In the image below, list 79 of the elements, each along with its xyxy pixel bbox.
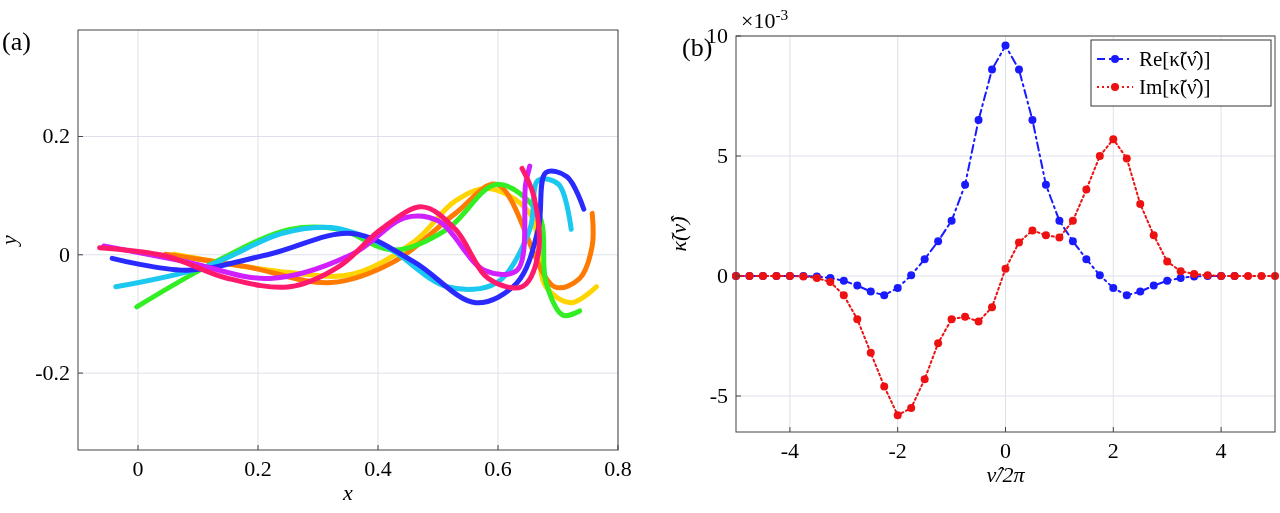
point <box>1136 287 1145 296</box>
point <box>934 237 943 246</box>
point <box>866 287 875 296</box>
point <box>907 271 916 280</box>
x-tick-label: 2 <box>1107 438 1119 463</box>
y-tick-label: 0 <box>717 263 728 288</box>
chart-title: (a) <box>2 27 31 56</box>
legend-label: Re[κ̃(ν̂)] <box>1139 47 1211 71</box>
legend-label: Im[κ̃(ν̂)] <box>1139 75 1211 99</box>
point <box>1122 154 1131 163</box>
y-axis-title: κ̃(ν̂) <box>666 214 691 252</box>
x-tick-label: 0.4 <box>364 456 392 481</box>
point <box>1176 273 1185 282</box>
y-axis-title: y <box>0 234 21 247</box>
point <box>1028 226 1037 235</box>
point <box>1244 272 1253 280</box>
x-tick-label: -4 <box>780 438 800 463</box>
point <box>1028 116 1037 124</box>
point <box>853 281 862 290</box>
point <box>826 278 835 286</box>
y-tick-label: 5 <box>717 143 728 168</box>
text: ×10$^{-3}$ <box>741 5 789 33</box>
point <box>961 180 970 189</box>
x-tick-label: 0.2 <box>244 456 272 481</box>
point <box>1109 135 1118 144</box>
point <box>1068 237 1077 246</box>
x-axis-title: ν̂/2π <box>986 462 1026 487</box>
point <box>947 216 956 225</box>
point <box>1001 41 1010 50</box>
point <box>1257 272 1266 280</box>
point <box>1163 257 1172 266</box>
point <box>1055 216 1064 225</box>
point <box>1082 255 1091 264</box>
point <box>1149 281 1158 290</box>
point <box>947 315 956 324</box>
point <box>1109 284 1118 292</box>
y-tick-label: 0.2 <box>42 123 70 149</box>
point <box>974 317 983 326</box>
point <box>1041 231 1050 240</box>
x-tick-label: 0 <box>1000 438 1011 463</box>
point <box>1001 264 1010 273</box>
point <box>880 291 889 300</box>
y-tick-label: 0 <box>59 241 70 267</box>
point <box>988 65 997 74</box>
point <box>1149 231 1158 240</box>
y-tick-label: -5 <box>709 383 728 408</box>
point <box>1041 180 1050 189</box>
point <box>853 315 862 324</box>
point <box>1068 216 1077 225</box>
point <box>920 375 929 384</box>
point <box>988 303 997 312</box>
point <box>920 255 929 264</box>
y-tick-label: -0.2 <box>35 360 70 386</box>
point <box>1176 267 1185 276</box>
point <box>893 411 902 420</box>
point <box>1082 185 1091 194</box>
x-tick-label: 4 <box>1215 438 1227 463</box>
x-tick-label: 0 <box>132 456 144 481</box>
point <box>866 348 875 357</box>
x-tick-label: 0.8 <box>604 456 632 481</box>
point <box>974 116 983 124</box>
point <box>839 276 848 285</box>
point <box>880 382 889 391</box>
point <box>961 312 970 321</box>
point <box>1014 238 1023 247</box>
point <box>1122 291 1131 300</box>
point <box>907 404 916 412</box>
point <box>934 339 943 348</box>
point <box>1055 233 1064 242</box>
point <box>1095 271 1104 280</box>
point <box>893 284 902 292</box>
point <box>1136 200 1145 208</box>
x-tick-label: -2 <box>888 438 907 463</box>
x-axis-title: x <box>342 480 354 505</box>
point <box>1163 276 1172 285</box>
x-tick-label: 0.6 <box>484 456 512 481</box>
point <box>839 291 848 300</box>
point <box>1014 65 1023 74</box>
point <box>1095 152 1104 160</box>
